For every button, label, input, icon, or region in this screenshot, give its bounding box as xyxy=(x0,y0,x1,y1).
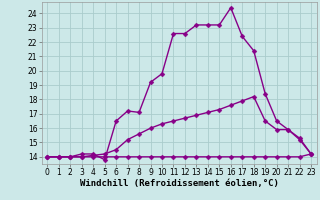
X-axis label: Windchill (Refroidissement éolien,°C): Windchill (Refroidissement éolien,°C) xyxy=(80,179,279,188)
